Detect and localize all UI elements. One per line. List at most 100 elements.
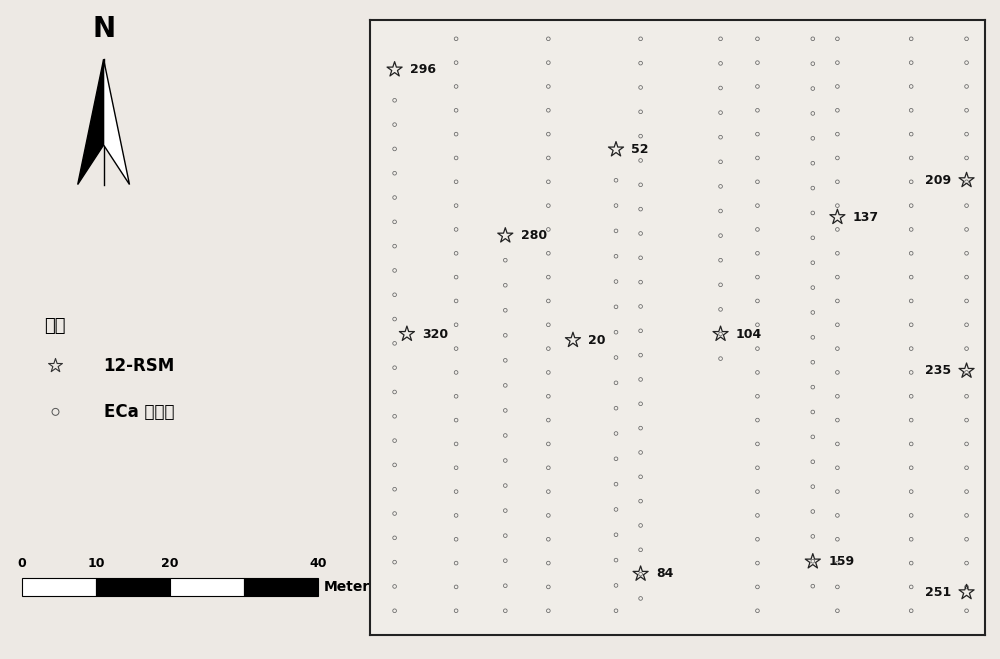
Point <box>448 200 464 211</box>
Point <box>713 181 729 192</box>
Point <box>713 206 729 216</box>
Text: 52: 52 <box>631 143 649 156</box>
Point <box>903 510 919 521</box>
Point <box>633 34 649 44</box>
Point <box>805 83 821 94</box>
Point <box>959 200 975 211</box>
Point <box>608 175 624 186</box>
Point <box>829 320 845 330</box>
Point <box>633 301 649 312</box>
Point <box>749 57 765 68</box>
Text: 320: 320 <box>422 328 448 341</box>
Point <box>749 34 765 44</box>
Point <box>633 252 649 263</box>
Point <box>829 582 845 592</box>
Point <box>387 241 403 252</box>
Point <box>713 329 729 339</box>
Point <box>608 479 624 490</box>
Point <box>387 411 403 422</box>
Point <box>387 459 403 470</box>
Text: N: N <box>92 15 115 43</box>
Text: 209: 209 <box>925 174 951 186</box>
Point <box>633 399 649 409</box>
Point <box>497 606 513 616</box>
Point <box>959 175 975 186</box>
Point <box>497 581 513 591</box>
Point <box>959 248 975 258</box>
Point <box>829 486 845 497</box>
Point <box>448 248 464 258</box>
Point <box>805 233 821 243</box>
Point <box>829 177 845 187</box>
Point <box>633 131 649 142</box>
Point <box>497 355 513 366</box>
Point <box>959 105 975 115</box>
Point <box>633 204 649 214</box>
Text: 图例: 图例 <box>44 317 66 335</box>
Point <box>749 153 765 163</box>
Point <box>448 558 464 568</box>
Point <box>387 217 403 227</box>
Point <box>805 258 821 268</box>
Point <box>387 532 403 543</box>
Point <box>959 366 975 376</box>
Point <box>749 439 765 449</box>
Text: 84: 84 <box>656 567 673 581</box>
Point <box>749 510 765 521</box>
Point <box>540 463 556 473</box>
Point <box>497 280 513 291</box>
Point <box>399 329 415 339</box>
Point <box>903 105 919 115</box>
Point <box>448 439 464 449</box>
Point <box>713 231 729 241</box>
Point <box>448 343 464 354</box>
Point <box>540 415 556 425</box>
Point <box>713 58 729 69</box>
Point <box>903 415 919 425</box>
Point <box>805 457 821 467</box>
Point <box>497 305 513 316</box>
Point <box>540 510 556 521</box>
Point <box>713 279 729 290</box>
Point <box>829 34 845 44</box>
Point <box>448 34 464 44</box>
Point <box>633 472 649 482</box>
Point <box>633 58 649 69</box>
Point <box>540 248 556 258</box>
Point <box>749 367 765 378</box>
Point <box>448 582 464 592</box>
Point <box>448 57 464 68</box>
Point <box>540 200 556 211</box>
Point <box>903 272 919 283</box>
Point <box>959 177 975 187</box>
Point <box>959 486 975 497</box>
Point <box>387 581 403 592</box>
Point <box>387 557 403 567</box>
Point <box>448 105 464 115</box>
Point <box>805 432 821 442</box>
Point <box>497 505 513 516</box>
Point <box>959 57 975 68</box>
Point <box>387 192 403 203</box>
Point <box>903 367 919 378</box>
Point <box>805 59 821 69</box>
Point <box>829 296 845 306</box>
Point <box>959 587 975 598</box>
Point <box>829 224 845 235</box>
Point <box>448 153 464 163</box>
Point <box>497 405 513 416</box>
Point <box>805 382 821 392</box>
Point <box>633 155 649 165</box>
Point <box>608 378 624 388</box>
Point <box>540 320 556 330</box>
Point <box>608 453 624 464</box>
Point <box>448 129 464 140</box>
Point <box>497 380 513 391</box>
Polygon shape <box>78 59 104 185</box>
Point <box>903 81 919 92</box>
Point <box>633 544 649 555</box>
Point <box>959 272 975 283</box>
Point <box>448 367 464 378</box>
Point <box>749 105 765 115</box>
Point <box>959 415 975 425</box>
